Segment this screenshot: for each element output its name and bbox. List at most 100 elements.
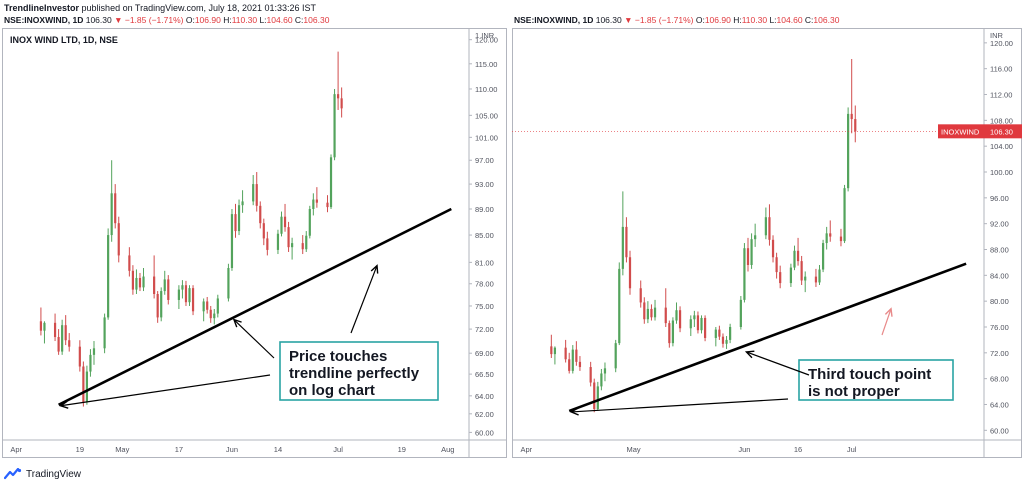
- candle-body: [678, 310, 682, 329]
- candle-body: [43, 322, 46, 331]
- candle: [135, 269, 138, 295]
- publish-info: published on TradingView.com, July 18, 2…: [81, 3, 317, 13]
- candle: [653, 299, 657, 321]
- candle: [668, 320, 671, 348]
- candle: [142, 267, 145, 292]
- candle-body: [287, 227, 290, 248]
- candle-body: [131, 270, 134, 290]
- candle: [564, 339, 567, 363]
- candle: [593, 378, 596, 413]
- candle: [301, 235, 304, 255]
- annotation-text: Third touch point: [808, 366, 931, 383]
- candle-body: [167, 279, 170, 300]
- candle-body: [230, 214, 234, 268]
- candle-body: [53, 322, 57, 338]
- candle: [308, 205, 311, 239]
- candle: [696, 311, 700, 334]
- y-tick-label: 76.00: [990, 323, 1009, 332]
- candle-body: [600, 373, 603, 387]
- candle-body: [739, 299, 742, 327]
- log-price-chart[interactable]: 60.00 62.00 64.00 66.50 69.00 72.00 75.00 78.00…: [2, 28, 507, 458]
- tradingview-logo-icon: [4, 468, 22, 480]
- candle-body: [746, 248, 750, 265]
- candle: [216, 294, 219, 318]
- arrow-third-touch: [350, 264, 379, 334]
- y-tick-label: 116.00: [990, 65, 1012, 74]
- candle-body: [110, 193, 113, 236]
- x-tick-label: 19: [398, 445, 406, 454]
- candle-body: [135, 277, 138, 290]
- candle-body: [700, 317, 703, 331]
- candle-body: [696, 315, 700, 331]
- candle: [252, 175, 255, 206]
- candle: [596, 381, 599, 411]
- y-tick-label: 66.50: [475, 370, 494, 379]
- candle-body: [643, 302, 646, 320]
- y-tick-label: 93.00: [475, 180, 494, 189]
- candle-body: [301, 243, 304, 250]
- candle: [237, 199, 241, 236]
- candle: [43, 321, 46, 344]
- candle: [625, 217, 628, 263]
- arrow-head: [569, 407, 579, 416]
- y-tick-label: 115.00: [475, 60, 497, 69]
- candle: [326, 195, 329, 213]
- y-tick-label: 81.00: [475, 258, 494, 267]
- chart-title: INOX WIND LTD, 1D, NSE: [10, 35, 118, 45]
- candle-body: [117, 223, 120, 256]
- candle: [312, 193, 315, 216]
- candle-body: [337, 94, 340, 99]
- candle: [553, 346, 557, 365]
- candle: [259, 201, 262, 229]
- brand-label[interactable]: TradingView: [26, 468, 82, 480]
- candle: [78, 340, 81, 372]
- y-tick-label: 72.00: [475, 325, 494, 334]
- candle: [107, 228, 110, 320]
- y-tick-label: 64.00: [475, 392, 494, 401]
- candle: [739, 295, 742, 330]
- y-tick-label: 78.00: [475, 280, 494, 289]
- candle-body: [729, 326, 732, 340]
- candle: [230, 209, 234, 271]
- candle: [614, 339, 617, 373]
- candle: [771, 235, 775, 263]
- candle: [793, 245, 796, 271]
- candle-body: [743, 248, 746, 300]
- candle: [725, 336, 728, 349]
- author-name[interactable]: TrendlineInvestor: [4, 3, 80, 13]
- annotation-frame: [279, 341, 439, 401]
- candle-body: [57, 337, 60, 352]
- candle-body: [750, 239, 753, 265]
- candle: [775, 252, 778, 279]
- y-tick-label: 112.00: [990, 91, 1012, 100]
- candle-body: [721, 336, 725, 344]
- arrow-second-touch: [232, 318, 275, 359]
- candle-body: [156, 294, 159, 318]
- price-tag-value: 106.30: [990, 127, 1013, 136]
- candle: [571, 345, 574, 374]
- linear-price-chart[interactable]: 60.00 64.00 68.00 72.00 76.00 80.00 84.00 88.00…: [512, 28, 1022, 458]
- arrow-first-touch: [569, 398, 789, 416]
- y-tick-label: 62.00: [475, 410, 494, 419]
- candle-body: [64, 325, 67, 341]
- candle-body: [618, 268, 621, 344]
- arrow-shaft: [746, 351, 810, 376]
- candle-body: [775, 257, 778, 273]
- candle: [280, 211, 283, 237]
- candle: [678, 306, 682, 333]
- candle: [550, 334, 553, 358]
- candle-body: [340, 98, 343, 109]
- candle: [671, 317, 675, 347]
- candle-body: [92, 348, 96, 355]
- price-tag-bg: [938, 124, 1022, 139]
- candle-body: [266, 238, 269, 250]
- candle: [675, 302, 678, 324]
- candle: [160, 287, 163, 322]
- candle-body: [689, 319, 692, 329]
- candle-body: [213, 313, 216, 319]
- candle: [163, 270, 166, 295]
- candle-body: [814, 276, 818, 283]
- candle-body: [181, 285, 184, 290]
